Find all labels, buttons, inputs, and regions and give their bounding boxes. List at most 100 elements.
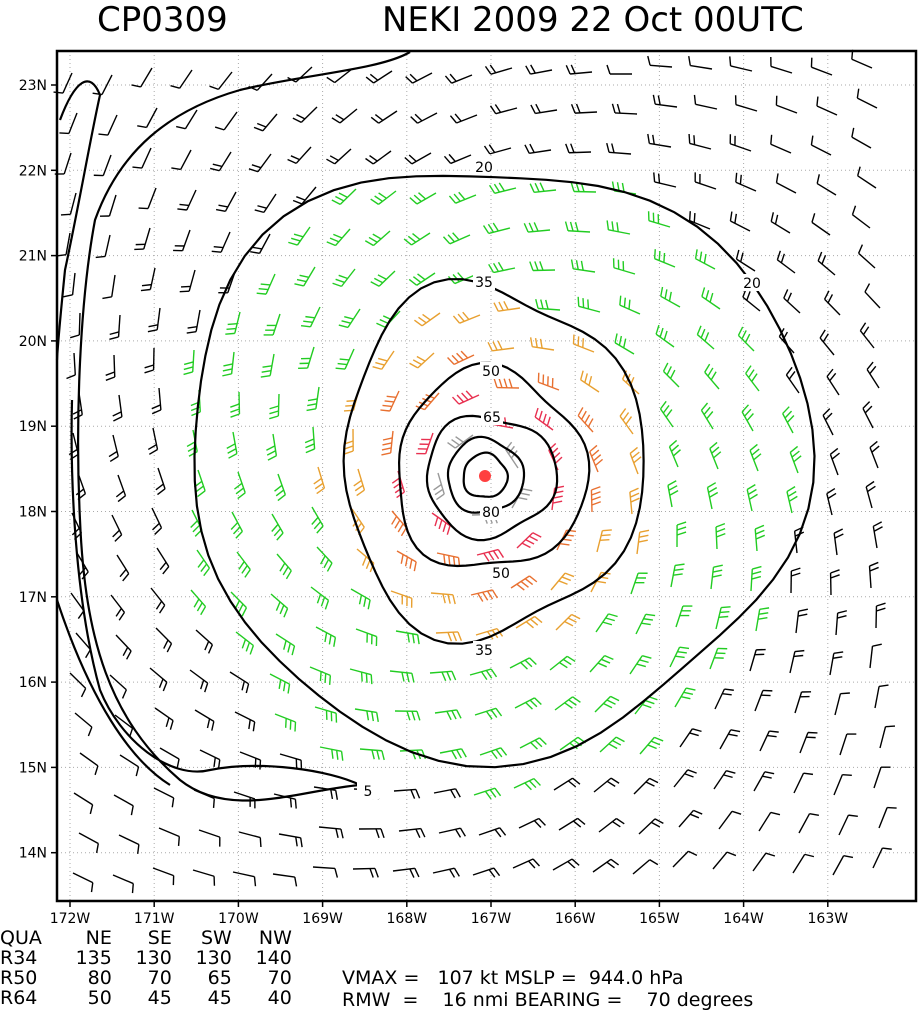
- wind-barb: [370, 110, 398, 124]
- wind-barb: [564, 221, 591, 233]
- wind-barb: [798, 812, 819, 834]
- x-tick-label: 168W: [387, 911, 428, 927]
- wind-barb: [306, 386, 320, 412]
- wind-barb: [810, 57, 833, 76]
- contour-label: 50: [492, 566, 510, 582]
- y-tick-label: 23N: [19, 78, 47, 94]
- wind-barb: [755, 607, 770, 632]
- wind-barb: [314, 706, 338, 723]
- isotach-contour: [70, 51, 411, 802]
- wind-barb: [550, 572, 575, 591]
- wind-barb: [675, 605, 693, 628]
- wind-barb: [408, 272, 436, 286]
- x-tick-label: 171W: [134, 911, 175, 927]
- wind-barb: [524, 143, 552, 154]
- wind-barb: [700, 402, 714, 430]
- wind-barb: [391, 510, 407, 537]
- wind-barb: [410, 112, 438, 124]
- table-cell: 80: [87, 967, 112, 989]
- y-tick-label: 16N: [19, 675, 47, 691]
- y-tick-label: 18N: [19, 505, 47, 521]
- header-cell: SW: [201, 927, 232, 949]
- wind-barb: [776, 250, 796, 274]
- wind-barb: [438, 827, 466, 838]
- wind-barb: [131, 67, 153, 88]
- wind-barb: [409, 192, 437, 205]
- wind-barb: [478, 827, 507, 838]
- wind-barb: [647, 55, 673, 68]
- wind-barb: [449, 113, 478, 124]
- wind-barb: [709, 647, 728, 670]
- x-tick-label: 169W: [302, 911, 343, 927]
- wind-barbs: [53, 49, 897, 894]
- wind-barb: [112, 874, 134, 894]
- wind-barb: [552, 858, 580, 871]
- wind-barb: [109, 674, 127, 699]
- wind-barb: [688, 133, 712, 150]
- wind-barb: [579, 370, 600, 393]
- wind-barb: [715, 522, 726, 550]
- isotach-contour: [425, 414, 559, 542]
- wind-barb: [234, 711, 256, 732]
- wind-barb: [431, 512, 451, 535]
- wind-barb: [822, 408, 834, 436]
- wind-barb: [629, 487, 640, 515]
- wind-barb: [326, 148, 352, 165]
- wind-barb: [558, 817, 586, 831]
- wind-barb: [98, 114, 118, 136]
- wind-barb: [483, 144, 512, 155]
- wind-barb: [795, 608, 809, 634]
- contour-label: 50: [482, 364, 500, 380]
- wind-barb: [153, 787, 175, 808]
- table-cell: R64: [0, 987, 38, 1009]
- wind-barb: [513, 777, 541, 791]
- wind-barb: [869, 643, 882, 669]
- wind-barb: [872, 847, 892, 869]
- wind-barb: [851, 205, 871, 229]
- wind-barb: [389, 670, 415, 683]
- wind-barb: [370, 190, 397, 205]
- wind-barb: [316, 546, 333, 572]
- wind-barb: [570, 259, 596, 273]
- wind-barb: [447, 350, 475, 366]
- wind-barb: [484, 64, 513, 75]
- wind-barb: [179, 269, 196, 293]
- wind-barb: [589, 444, 604, 473]
- wind-barb: [215, 191, 237, 212]
- wind-barb: [448, 191, 477, 204]
- x-tick-label: 170W: [218, 911, 259, 927]
- wind-barb: [416, 432, 434, 455]
- wind-barb: [792, 853, 815, 874]
- vmax-mslp-line: VMAX = 107 kt MSLP = 944.0 hPa: [342, 967, 684, 989]
- wind-barb: [189, 669, 209, 693]
- wind-barb: [509, 657, 537, 670]
- wind-barb: [865, 480, 876, 509]
- wind-barb: [816, 96, 838, 116]
- wind-barb: [669, 646, 690, 668]
- wind-barb: [529, 337, 555, 351]
- wind-barb: [266, 433, 278, 461]
- wind-barb: [510, 575, 538, 591]
- wind-barb: [839, 733, 857, 756]
- wind-barb: [714, 688, 734, 710]
- wind-barb: [452, 311, 481, 324]
- y-tick-label: 14N: [19, 846, 47, 862]
- table-cell: 40: [267, 987, 292, 1009]
- wind-barb: [353, 468, 366, 497]
- wind-barb: [592, 858, 620, 873]
- wind-barb: [668, 439, 681, 468]
- wind-barb: [534, 407, 554, 431]
- wind-barb: [230, 511, 243, 539]
- contour-label: 5: [364, 784, 373, 800]
- wind-barb: [488, 261, 516, 274]
- wind-barb: [786, 486, 798, 514]
- wind-barb: [672, 850, 698, 868]
- wind-barb: [63, 272, 76, 298]
- wind-barb: [355, 628, 378, 647]
- wind-barb: [338, 308, 361, 329]
- wind-barb: [432, 867, 460, 878]
- y-tick-label: 22N: [19, 163, 47, 179]
- wind-barb: [354, 708, 379, 722]
- contour-label-bg: [357, 782, 379, 799]
- rmw-bearing-line: RMW = 16 nmi BEARING = 70 degrees: [342, 989, 754, 1011]
